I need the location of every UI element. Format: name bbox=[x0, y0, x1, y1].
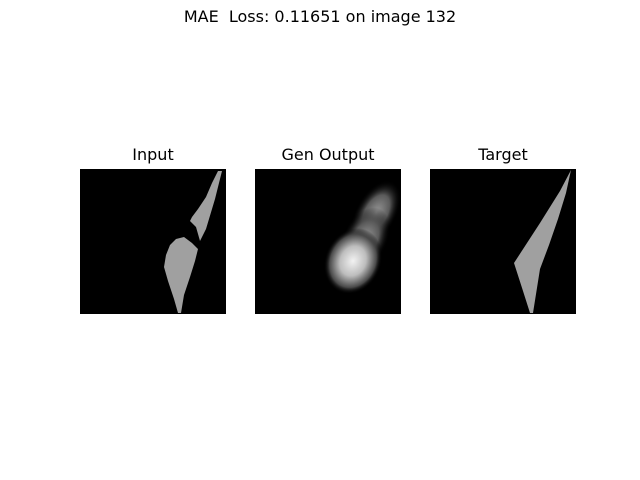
input-image-canvas bbox=[80, 169, 226, 314]
gen-output-glow-core bbox=[323, 227, 383, 295]
gen-output-image bbox=[255, 169, 401, 314]
input-panel-title: Input bbox=[132, 145, 174, 164]
gen-output-panel-title: Gen Output bbox=[281, 145, 375, 164]
target-shape bbox=[514, 170, 571, 313]
figure-title: MAE Loss: 0.11651 on image 132 bbox=[183, 7, 457, 26]
input-image bbox=[80, 169, 226, 314]
target-image bbox=[430, 169, 576, 314]
target-image-canvas bbox=[430, 169, 576, 314]
input-shape-upper bbox=[190, 171, 222, 241]
gen-output-image-canvas bbox=[255, 169, 401, 314]
input-shape-lower bbox=[164, 237, 198, 313]
target-panel-title: Target bbox=[478, 145, 528, 164]
